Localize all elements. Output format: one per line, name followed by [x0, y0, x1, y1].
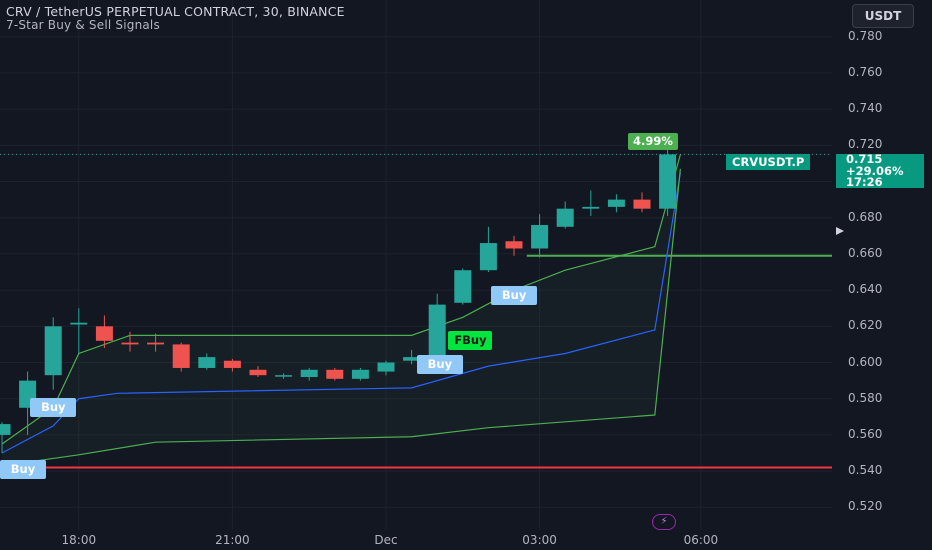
candle [607, 194, 625, 213]
channel-fill [2, 154, 681, 466]
candle-body [249, 369, 267, 376]
y-tick-label: 0.760 [848, 64, 883, 79]
candle [351, 367, 369, 381]
candle-body [70, 322, 88, 325]
indicator-name[interactable]: 7-Star Buy & Sell Signals [6, 18, 160, 32]
candle-body [147, 342, 165, 345]
price-change: +29.06% [846, 163, 904, 178]
candle [121, 331, 139, 352]
candle-body [633, 199, 651, 209]
y-tick-label: 0.620 [848, 318, 883, 333]
candle [505, 235, 523, 256]
lightning-bolt-icon[interactable]: ⚡ [652, 514, 676, 530]
candle [0, 422, 11, 454]
candles [0, 141, 677, 454]
candle [223, 358, 241, 372]
candle [531, 214, 549, 258]
y-tick-label: 0.600 [848, 354, 883, 369]
candle-body [479, 243, 497, 271]
horizontal-levels [2, 254, 832, 469]
candle [556, 201, 574, 229]
buy-signal-label: Buy [30, 398, 77, 418]
candle-body [121, 342, 139, 345]
candle [659, 141, 677, 216]
x-tick-label: 03:00 [522, 533, 557, 547]
candle-body [198, 357, 216, 368]
candle-body [300, 369, 318, 378]
play-triangle-icon[interactable] [836, 227, 844, 235]
last-price-box: 0.715 +29.06% 17:26 [836, 152, 924, 189]
candle-body [403, 357, 421, 361]
candle-body [556, 208, 574, 227]
y-tick-label: 0.640 [848, 282, 883, 297]
y-tick-label: 0.780 [848, 28, 883, 43]
candle-body [607, 199, 625, 207]
candle-body [95, 326, 113, 341]
y-tick-label: 0.520 [848, 499, 883, 514]
x-tick-label: 06:00 [683, 533, 719, 547]
channel-fill-area [2, 154, 681, 466]
candle [172, 342, 190, 372]
x-tick-label: 21:00 [215, 533, 250, 547]
candle [249, 366, 267, 378]
candle [44, 317, 62, 390]
y-tick-label: 0.740 [848, 101, 883, 116]
y-tick-label: 0.560 [848, 426, 883, 441]
x-tick-label: Dec [374, 533, 398, 547]
candle [479, 226, 497, 273]
candle-body [454, 270, 472, 303]
lower-green-line [1, 168, 681, 467]
grid-lines [0, 0, 832, 530]
candle-body [326, 369, 344, 379]
x-tick-label: 18:00 [61, 533, 97, 547]
candle [633, 192, 651, 213]
symbol-tag: CRVUSDT.P [726, 154, 811, 170]
percent-change-label: 4.99% [628, 133, 678, 150]
candle [454, 268, 472, 305]
candle [582, 190, 600, 216]
candle [198, 353, 216, 370]
candle-body [428, 304, 446, 358]
buy-signal-label: Buy [491, 286, 538, 306]
buy-signal-label: Buy [416, 354, 463, 374]
bar-countdown: 17:26 [846, 175, 883, 189]
fbuy-signal-label: FBuy [448, 331, 493, 351]
candle [70, 308, 88, 354]
candle-body [659, 154, 677, 209]
candle-body [44, 326, 62, 376]
y-tick-label: 0.660 [848, 245, 883, 260]
candle [147, 333, 165, 352]
y-tick-label: 0.680 [848, 209, 883, 224]
candle-body [351, 369, 369, 379]
y-tick-label: 0.720 [848, 137, 883, 152]
candle-body [172, 344, 190, 368]
candle-body [0, 424, 11, 435]
candle-body [275, 375, 293, 377]
candle [275, 373, 293, 379]
candle [403, 349, 421, 365]
candle-body [223, 360, 241, 368]
buy-signal-label: Buy [0, 459, 46, 479]
candle-body [377, 362, 395, 372]
candle-body [531, 224, 549, 249]
candle [300, 367, 318, 381]
candle-body [505, 241, 523, 249]
y-tick-label: 0.540 [848, 463, 883, 478]
candle [95, 315, 113, 349]
chart-title: CRV / TetherUS PERPETUAL CONTRACT, 30, B… [6, 4, 345, 19]
candle [377, 360, 395, 376]
y-tick-label: 0.580 [848, 390, 883, 405]
candle-body [582, 206, 600, 209]
currency-button[interactable]: USDT [852, 4, 914, 28]
last-price: 0.715 [846, 152, 883, 166]
candle [326, 367, 344, 381]
candle [428, 293, 446, 363]
